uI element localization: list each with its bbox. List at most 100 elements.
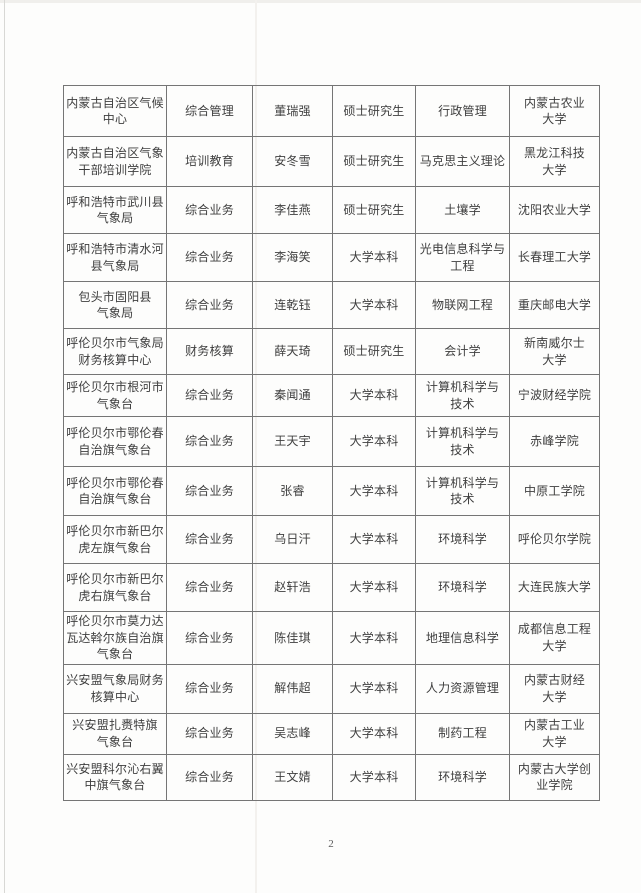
name-cell: 安冬雪: [252, 136, 333, 187]
page-number: 2: [328, 838, 334, 850]
education-cell: 大学本科: [332, 712, 416, 755]
unit-cell: 呼伦贝尔市根河市 气象台: [63, 374, 167, 417]
education-cell: 大学本科: [332, 563, 416, 612]
education-cell: 大学本科: [332, 515, 416, 564]
university-cell: 成都信息工程 大学: [509, 611, 600, 665]
scan-top-shade-artifact: [0, 0, 641, 3]
education-cell: 硕士研究生: [332, 85, 416, 137]
university-cell: 呼伦贝尔学院: [509, 515, 600, 564]
name-cell: 董瑞强: [252, 85, 333, 137]
education-cell: 大学本科: [332, 233, 416, 282]
position-cell: 综合业务: [166, 466, 253, 516]
unit-cell: 呼伦贝尔市气象局 财务核算中心: [63, 328, 167, 375]
position-cell: 培训教育: [166, 136, 253, 187]
table-row: 呼和浩特市武川县 气象局 综合业务 李佳燕 硕士研究生 土壤学 沈阳农业大学: [63, 186, 600, 234]
name-cell: 陈佳琪: [252, 611, 333, 665]
major-cell: 会计学: [415, 328, 510, 375]
university-cell: 沈阳农业大学: [509, 186, 600, 234]
education-cell: 大学本科: [332, 281, 416, 329]
university-cell: 宁波财经学院: [509, 374, 600, 417]
university-cell: 长春理工大学: [509, 233, 600, 282]
major-cell: 计算机科学与 技术: [415, 466, 510, 516]
unit-cell: 呼和浩特市清水河 县气象局: [63, 233, 167, 282]
position-cell: 综合业务: [166, 515, 253, 564]
major-cell: 环境科学: [415, 515, 510, 564]
unit-cell: 兴安盟科尔沁右翼 中旗气象台: [63, 753, 167, 801]
table-row: 内蒙古自治区气象 干部培训学院 培训教育 安冬雪 硕士研究生 马克思主义理论 黑龙江科技 …: [63, 136, 600, 187]
university-cell: 重庆邮电大学: [509, 281, 600, 329]
education-cell: 大学本科: [332, 611, 416, 665]
table-row: 呼伦贝尔市莫力达 瓦达斡尔族自治旗 气象台 综合业务 陈佳琪 大学本科 地理信息科学 成都…: [63, 611, 600, 665]
name-cell: 连乾钰: [252, 281, 333, 329]
table-row: 呼和浩特市清水河 县气象局 综合业务 李海笑 大学本科 光电信息科学与 工程 长春理工大学: [63, 233, 600, 282]
position-cell: 综合业务: [166, 712, 253, 755]
name-cell: 赵轩浩: [252, 563, 333, 612]
position-cell: 综合管理: [166, 85, 253, 137]
university-cell: 中原工学院: [509, 466, 600, 516]
table-row: 内蒙古自治区气候 中心 综合管理 董瑞强 硕士研究生 行政管理 内蒙古农业 大学: [63, 85, 600, 137]
personnel-table: 内蒙古自治区气候 中心 综合管理 董瑞强 硕士研究生 行政管理 内蒙古农业 大学 内蒙古自治…: [63, 85, 600, 801]
table-row: 呼伦贝尔市新巴尔 虎右旗气象台 综合业务 赵轩浩 大学本科 环境科学 大连民族大学: [63, 563, 600, 612]
major-cell: 光电信息科学与 工程: [415, 233, 510, 282]
position-cell: 综合业务: [166, 753, 253, 801]
education-cell: 大学本科: [332, 466, 416, 516]
education-cell: 大学本科: [332, 753, 416, 801]
education-cell: 大学本科: [332, 416, 416, 467]
position-cell: 综合业务: [166, 611, 253, 665]
position-cell: 综合业务: [166, 563, 253, 612]
major-cell: 行政管理: [415, 85, 510, 137]
university-cell: 大连民族大学: [509, 563, 600, 612]
education-cell: 硕士研究生: [332, 328, 416, 375]
table-row: 包头市固阳县 气象局 综合业务 连乾钰 大学本科 物联网工程 重庆邮电大学: [63, 281, 600, 329]
major-cell: 土壤学: [415, 186, 510, 234]
position-cell: 财务核算: [166, 328, 253, 375]
position-cell: 综合业务: [166, 416, 253, 467]
table-row: 兴安盟气象局财务 核算中心 综合业务 解伟超 大学本科 人力资源管理 内蒙古财经 大学: [63, 663, 600, 714]
table-row: 呼伦贝尔市气象局 财务核算中心 财务核算 薛天琦 硕士研究生 会计学 新南威尔士 大学: [63, 328, 600, 375]
table-row: 呼伦贝尔市根河市 气象台 综合业务 秦闻通 大学本科 计算机科学与 技术 宁波财经学院: [63, 374, 600, 417]
university-cell: 内蒙古工业 大学: [509, 712, 600, 755]
name-cell: 解伟超: [252, 663, 333, 714]
unit-cell: 呼和浩特市武川县 气象局: [63, 186, 167, 234]
university-cell: 黑龙江科技 大学: [509, 136, 600, 187]
position-cell: 综合业务: [166, 186, 253, 234]
unit-cell: 包头市固阳县 气象局: [63, 281, 167, 329]
major-cell: 人力资源管理: [415, 663, 510, 714]
name-cell: 王文婧: [252, 753, 333, 801]
unit-cell: 呼伦贝尔市鄂伦春 自治旗气象台: [63, 416, 167, 467]
name-cell: 吴志峰: [252, 712, 333, 755]
university-cell: 内蒙古大学创 业学院: [509, 753, 600, 801]
scan-left-edge-artifact: [4, 0, 5, 893]
table-row: 呼伦贝尔市新巴尔 虎左旗气象台 综合业务 乌日汗 大学本科 环境科学 呼伦贝尔学院: [63, 515, 600, 564]
name-cell: 李海笑: [252, 233, 333, 282]
major-cell: 物联网工程: [415, 281, 510, 329]
education-cell: 硕士研究生: [332, 136, 416, 187]
education-cell: 大学本科: [332, 374, 416, 417]
education-cell: 大学本科: [332, 663, 416, 714]
position-cell: 综合业务: [166, 663, 253, 714]
major-cell: 计算机科学与 技术: [415, 374, 510, 417]
table-row: 呼伦贝尔市鄂伦春 自治旗气象台 综合业务 王天宇 大学本科 计算机科学与 技术 赤峰学院: [63, 416, 600, 467]
personnel-table-body: 内蒙古自治区气候 中心 综合管理 董瑞强 硕士研究生 行政管理 内蒙古农业 大学 内蒙古自治…: [63, 85, 600, 801]
name-cell: 李佳燕: [252, 186, 333, 234]
major-cell: 环境科学: [415, 753, 510, 801]
education-cell: 硕士研究生: [332, 186, 416, 234]
major-cell: 马克思主义理论: [415, 136, 510, 187]
table-row: 呼伦贝尔市鄂伦春 自治旗气象台 综合业务 张睿 大学本科 计算机科学与 技术 中原工学院: [63, 466, 600, 516]
unit-cell: 呼伦贝尔市新巴尔 虎右旗气象台: [63, 563, 167, 612]
unit-cell: 呼伦贝尔市新巴尔 虎左旗气象台: [63, 515, 167, 564]
position-cell: 综合业务: [166, 233, 253, 282]
unit-cell: 兴安盟气象局财务 核算中心: [63, 663, 167, 714]
name-cell: 张睿: [252, 466, 333, 516]
unit-cell: 呼伦贝尔市莫力达 瓦达斡尔族自治旗 气象台: [63, 611, 167, 665]
major-cell: 环境科学: [415, 563, 510, 612]
major-cell: 地理信息科学: [415, 611, 510, 665]
unit-cell: 内蒙古自治区气象 干部培训学院: [63, 136, 167, 187]
table-row: 兴安盟扎赉特旗 气象台 综合业务 吴志峰 大学本科 制药工程 内蒙古工业 大学: [63, 712, 600, 755]
name-cell: 薛天琦: [252, 328, 333, 375]
university-cell: 赤峰学院: [509, 416, 600, 467]
university-cell: 内蒙古农业 大学: [509, 85, 600, 137]
unit-cell: 兴安盟扎赉特旗 气象台: [63, 712, 167, 755]
university-cell: 内蒙古财经 大学: [509, 663, 600, 714]
